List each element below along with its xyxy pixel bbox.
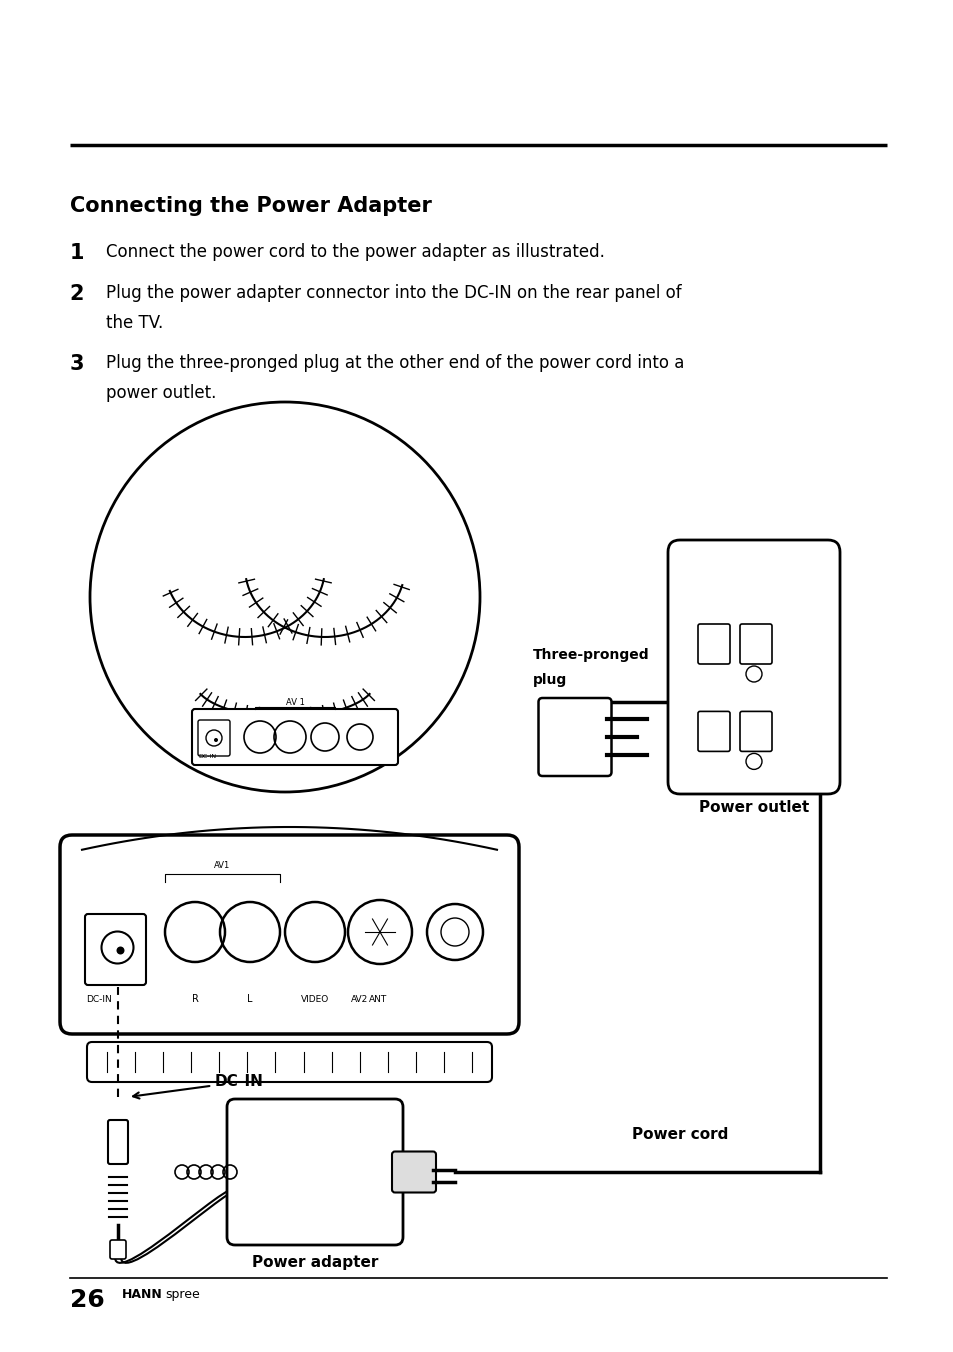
Text: plug: plug bbox=[532, 673, 566, 687]
Text: VIDEO: VIDEO bbox=[300, 995, 329, 1005]
FancyBboxPatch shape bbox=[698, 711, 729, 752]
Text: ANT: ANT bbox=[369, 995, 387, 1005]
Text: Plug the power adapter connector into the DC-IN on the rear panel of: Plug the power adapter connector into th… bbox=[106, 284, 680, 301]
Text: Connect the power cord to the power adapter as illustrated.: Connect the power cord to the power adap… bbox=[106, 243, 604, 261]
Text: AV2: AV2 bbox=[351, 995, 368, 1005]
Text: Power cord: Power cord bbox=[631, 1128, 727, 1142]
Circle shape bbox=[213, 738, 218, 742]
FancyBboxPatch shape bbox=[227, 1099, 402, 1245]
Text: 2: 2 bbox=[70, 284, 84, 304]
FancyBboxPatch shape bbox=[85, 914, 146, 986]
FancyBboxPatch shape bbox=[192, 708, 397, 765]
Text: 3: 3 bbox=[70, 354, 84, 375]
FancyBboxPatch shape bbox=[740, 711, 771, 752]
FancyBboxPatch shape bbox=[108, 1119, 128, 1164]
Text: L: L bbox=[247, 994, 253, 1005]
Text: AV 1: AV 1 bbox=[285, 698, 304, 707]
Text: AV1: AV1 bbox=[213, 861, 230, 869]
FancyBboxPatch shape bbox=[198, 721, 230, 756]
Text: DC-IN: DC-IN bbox=[86, 995, 112, 1005]
Text: spree: spree bbox=[166, 1287, 200, 1301]
FancyBboxPatch shape bbox=[537, 698, 611, 776]
FancyBboxPatch shape bbox=[667, 539, 840, 794]
FancyBboxPatch shape bbox=[392, 1152, 436, 1192]
Text: R: R bbox=[192, 994, 198, 1005]
Text: Power outlet: Power outlet bbox=[699, 800, 808, 815]
Text: Three-pronged: Three-pronged bbox=[532, 648, 648, 662]
Text: Connecting the Power Adapter: Connecting the Power Adapter bbox=[70, 196, 431, 216]
Text: 26: 26 bbox=[70, 1287, 104, 1311]
Text: 1: 1 bbox=[70, 243, 84, 264]
FancyBboxPatch shape bbox=[110, 1240, 126, 1259]
Text: DC-IN: DC-IN bbox=[198, 754, 216, 758]
Text: DC-IN: DC-IN bbox=[132, 1075, 264, 1099]
Text: the TV.: the TV. bbox=[106, 314, 163, 331]
FancyBboxPatch shape bbox=[60, 836, 518, 1034]
FancyBboxPatch shape bbox=[698, 625, 729, 664]
Text: Power adapter: Power adapter bbox=[252, 1255, 377, 1270]
Circle shape bbox=[116, 946, 125, 955]
Text: power outlet.: power outlet. bbox=[106, 384, 215, 402]
FancyBboxPatch shape bbox=[740, 625, 771, 664]
FancyBboxPatch shape bbox=[87, 1042, 492, 1082]
Text: HANN: HANN bbox=[122, 1287, 162, 1301]
Text: Plug the three-pronged plug at the other end of the power cord into a: Plug the three-pronged plug at the other… bbox=[106, 354, 683, 372]
